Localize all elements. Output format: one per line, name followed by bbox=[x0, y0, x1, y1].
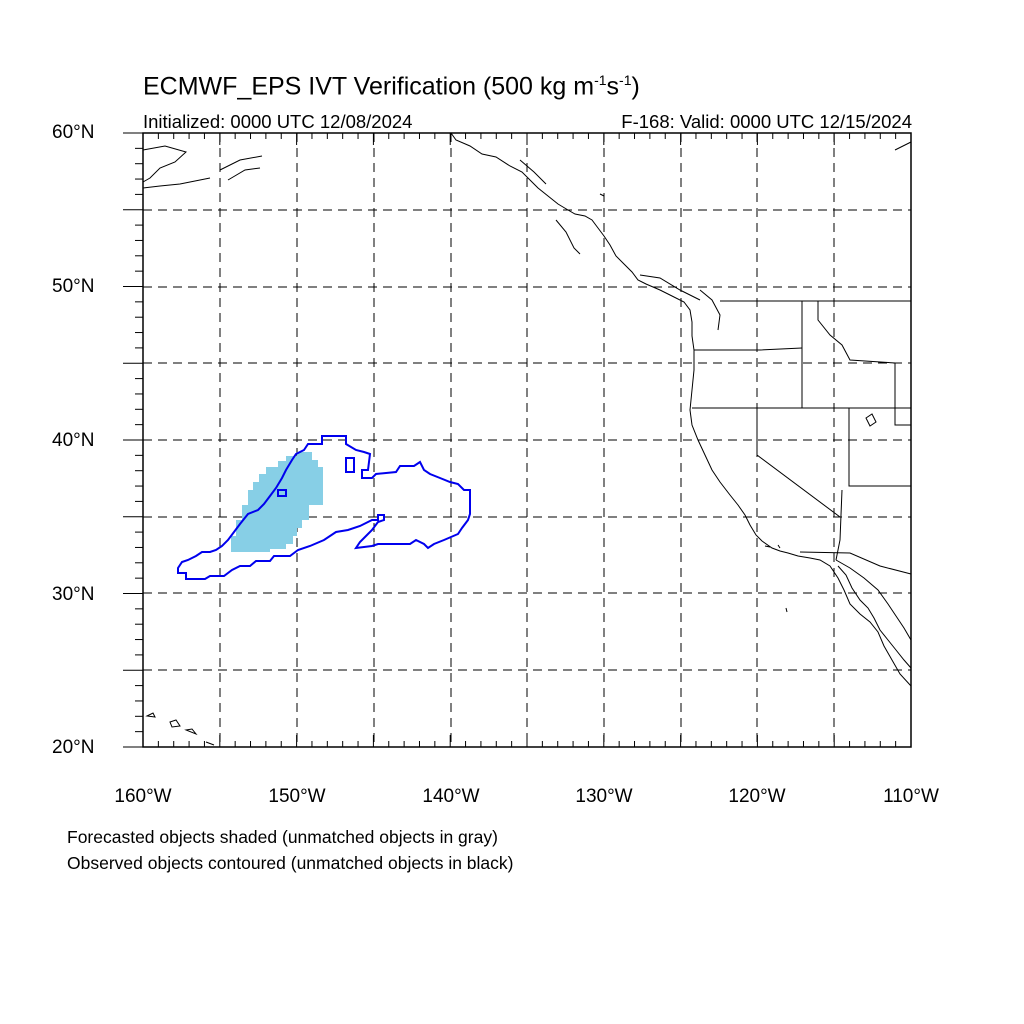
forecast-legend-note: Forecasted objects shaded (unmatched obj… bbox=[67, 827, 498, 847]
north-america-coast bbox=[450, 132, 912, 687]
great-salt-lake bbox=[865, 413, 877, 427]
axis-ticks bbox=[123, 132, 912, 748]
mexico-border bbox=[799, 551, 912, 575]
hawaii-islands bbox=[145, 712, 215, 746]
alaska-coast bbox=[142, 141, 912, 189]
forecast-object bbox=[231, 452, 323, 552]
coastlines bbox=[142, 132, 912, 746]
baja-peninsula bbox=[837, 565, 912, 669]
init-time-label: Initialized: 0000 UTC 12/08/2024 bbox=[143, 111, 413, 132]
channel-islands bbox=[764, 544, 788, 613]
bc-islands bbox=[519, 159, 721, 331]
gulf-coast bbox=[835, 559, 912, 641]
lon-label-140w: 140°W bbox=[422, 786, 480, 807]
lat-label-20: 20°N bbox=[52, 737, 95, 758]
gridlines bbox=[143, 133, 911, 747]
lon-label-110w: 110°W bbox=[883, 786, 939, 807]
map-frame bbox=[142, 132, 912, 748]
arizona-border bbox=[835, 489, 843, 561]
observed-object-hole-1 bbox=[345, 457, 355, 473]
utah-border bbox=[848, 408, 911, 487]
lon-label-130w: 130°W bbox=[575, 786, 633, 807]
lat-label-30: 30°N bbox=[52, 584, 95, 605]
lon-label-120w: 120°W bbox=[728, 786, 786, 807]
lat-label-40: 40°N bbox=[52, 430, 95, 451]
lat-label-60: 60°N bbox=[52, 122, 95, 143]
observed-legend-note: Observed objects contoured (unmatched ob… bbox=[67, 853, 514, 873]
nevada-border bbox=[756, 408, 841, 518]
chart-title: ECMWF_EPS IVT Verification (500 kg m-1s-… bbox=[143, 72, 640, 101]
observed-object-hole-2 bbox=[277, 489, 287, 497]
lon-label-150w: 150°W bbox=[268, 786, 326, 807]
washington-oregon-border bbox=[694, 347, 803, 351]
lat-label-50: 50°N bbox=[52, 276, 95, 297]
lon-label-160w: 160°W bbox=[114, 786, 172, 807]
observed-object bbox=[177, 435, 471, 580]
wyoming-border bbox=[817, 301, 911, 426]
valid-time-label: F-168: Valid: 0000 UTC 12/15/2024 bbox=[621, 111, 912, 132]
